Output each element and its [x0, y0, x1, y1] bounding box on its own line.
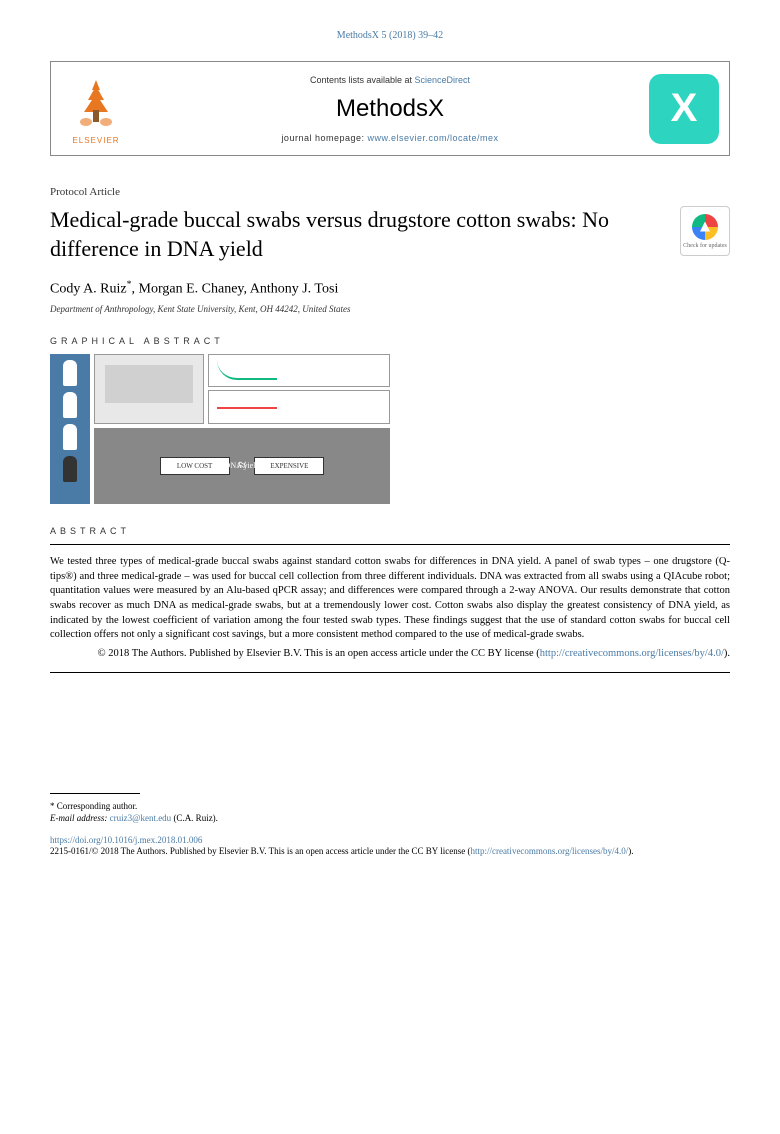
abstract-text: We tested three types of medical-grade b… [50, 555, 730, 643]
qiacube-machine-icon [94, 354, 204, 424]
footer-copyright-prefix: 2215-0161/© 2018 The Authors. Published … [50, 846, 470, 856]
journal-reference: MethodsX 5 (2018) 39–42 [50, 30, 730, 41]
email-footnote: E-mail address: cruiz3@kent.edu (C.A. Ru… [50, 812, 730, 825]
affiliation: Department of Anthropology, Kent State U… [50, 304, 730, 314]
footer-copyright: 2215-0161/© 2018 The Authors. Published … [50, 845, 730, 858]
qpcr-curve-chart [208, 354, 390, 388]
authors-line: Cody A. Ruiz*, Morgan E. Chaney, Anthony… [50, 279, 730, 298]
methodsx-logo-icon: X [649, 74, 719, 144]
article-type: Protocol Article [50, 186, 730, 198]
journal-header-box: ELSEVIER Contents lists available at Sci… [50, 61, 730, 156]
abstract-copyright: © 2018 The Authors. Published by Elsevie… [50, 647, 730, 662]
cc-license-link[interactable]: http://creativecommons.org/licenses/by/4… [540, 648, 724, 659]
abstract-label: ABSTRACT [50, 526, 730, 536]
homepage-line: journal homepage: www.elsevier.com/locat… [151, 133, 629, 143]
ga-right-panel: DNA yield LOW COST ≈ EXPENSIVE [94, 354, 390, 504]
author-email-link[interactable]: cruiz3@kent.edu [110, 813, 172, 823]
journal-name: MethodsX [151, 95, 629, 123]
elsevier-tree-icon [66, 72, 126, 132]
fluorometry-chart [208, 390, 390, 424]
journal-logo-container: X [639, 62, 729, 155]
low-cost-box: LOW COST [160, 457, 230, 475]
swab-icon [63, 424, 77, 450]
check-for-updates-button[interactable]: Check for updates [680, 206, 730, 256]
doi-link[interactable]: https://doi.org/10.1016/j.mex.2018.01.00… [50, 835, 730, 845]
footer-cc-license-link[interactable]: http://creativecommons.org/licenses/by/4… [470, 846, 628, 856]
ga-top-row [94, 354, 390, 424]
footnote-separator [50, 793, 140, 794]
article-title: Medical-grade buccal swabs versus drugst… [50, 206, 660, 263]
copyright-suffix: ). [724, 648, 730, 659]
elsevier-logo[interactable]: ELSEVIER [51, 62, 141, 155]
check-updates-label: Check for updates [683, 243, 727, 249]
ga-dna-yield-row: DNA yield LOW COST ≈ EXPENSIVE [94, 428, 390, 504]
dna-yield-label: DNA yield [225, 461, 260, 470]
contents-prefix: Contents lists available at [310, 75, 415, 85]
homepage-prefix: journal homepage: [281, 133, 367, 143]
homepage-link[interactable]: www.elsevier.com/locate/mex [368, 133, 499, 143]
expensive-box: EXPENSIVE [254, 457, 324, 475]
sciencedirect-link[interactable]: ScienceDirect [415, 75, 471, 85]
swab-icon [63, 392, 77, 418]
swab-icon [63, 456, 77, 482]
swab-icon [63, 360, 77, 386]
graphical-abstract-label: GRAPHICAL ABSTRACT [50, 336, 730, 346]
abstract-bottom-divider [50, 672, 730, 673]
contents-lists-line: Contents lists available at ScienceDirec… [151, 75, 629, 85]
header-center: Contents lists available at ScienceDirec… [141, 62, 639, 155]
abstract-divider [50, 544, 730, 545]
title-row: Medical-grade buccal swabs versus drugst… [50, 206, 730, 263]
corresponding-author-note: * Corresponding author. [50, 800, 730, 813]
ga-charts-column [208, 354, 390, 424]
graphical-abstract-figure: DNA yield LOW COST ≈ EXPENSIVE [50, 354, 390, 504]
elsevier-label: ELSEVIER [72, 136, 119, 145]
email-label: E-mail address: [50, 813, 110, 823]
email-author-suffix: (C.A. Ruiz). [171, 813, 218, 823]
copyright-prefix: © 2018 The Authors. Published by Elsevie… [98, 648, 540, 659]
ga-swabs-column [50, 354, 90, 504]
footer-copyright-suffix: ). [628, 846, 633, 856]
crossmark-icon [692, 214, 718, 240]
